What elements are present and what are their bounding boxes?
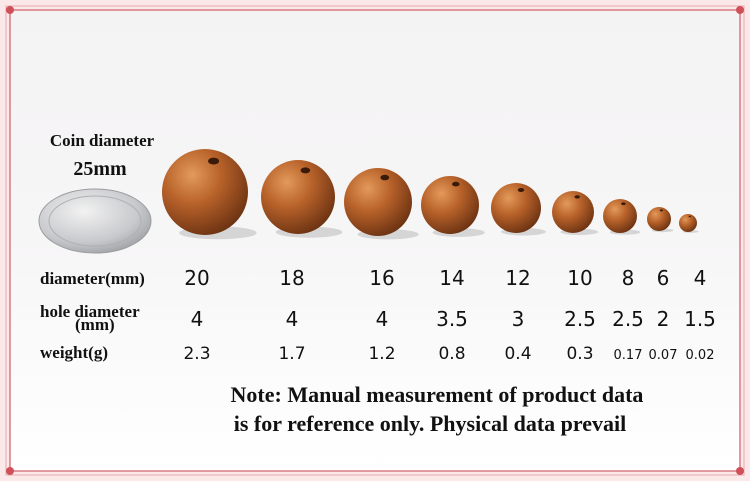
bead <box>491 183 541 233</box>
cell-value: 1.5 <box>684 307 716 331</box>
cell-value: 0.8 <box>438 344 465 364</box>
cell-value: 0.07 <box>649 348 678 363</box>
cell-value: 3 <box>512 307 525 331</box>
cell-value: 1.2 <box>368 344 395 364</box>
cell-value: 2 <box>657 307 670 331</box>
bead-hole <box>452 181 460 187</box>
bead <box>261 160 335 234</box>
bead-hole <box>380 174 390 181</box>
bead-hole <box>688 215 691 218</box>
bead <box>344 168 412 236</box>
row-label: diameter(mm) <box>40 269 145 288</box>
cell-value: 16 <box>369 266 394 290</box>
cell-value: 12 <box>505 266 530 290</box>
coin-label: Coin diameter <box>50 131 155 150</box>
cell-value: 4 <box>191 307 204 331</box>
cell-value: 0.3 <box>566 344 593 364</box>
cell-value: 4 <box>286 307 299 331</box>
cell-value: 2.3 <box>183 344 210 364</box>
bead-hole <box>208 157 220 165</box>
row-unit: (mm) <box>75 315 115 334</box>
note-line: Note: Manual measurement of product data <box>231 382 644 407</box>
cell-value: 6 <box>657 266 670 290</box>
cell-value: 0.4 <box>504 344 531 364</box>
note-line: is for reference only. Physical data pre… <box>234 411 627 436</box>
bead-hole <box>659 209 663 212</box>
cell-value: 1.7 <box>278 344 305 364</box>
bead <box>679 214 697 232</box>
coin-rim <box>48 195 142 247</box>
corner-ornaments <box>6 6 744 475</box>
row-label: hole diameter <box>40 302 140 321</box>
bead <box>647 207 671 231</box>
beads <box>162 149 699 240</box>
bead <box>552 191 594 233</box>
cell-value: 2.5 <box>612 307 644 331</box>
bead-hole <box>621 202 626 206</box>
cell-value: 20 <box>184 266 209 290</box>
bead <box>603 199 637 233</box>
cell-value: 10 <box>567 266 592 290</box>
coin <box>38 188 152 254</box>
bead-hole <box>300 167 311 174</box>
bead-hole <box>517 188 525 192</box>
cell-value: 4 <box>694 266 707 290</box>
bead <box>421 176 479 234</box>
cell-value: 3.5 <box>436 307 468 331</box>
cell-value: 18 <box>279 266 304 290</box>
cell-value: 0.02 <box>686 348 715 363</box>
cell-value: 4 <box>376 307 389 331</box>
row-label: weight(g) <box>40 343 108 362</box>
cell-value: 0.17 <box>614 348 643 363</box>
bead <box>162 149 248 235</box>
cell-value: 2.5 <box>564 307 596 331</box>
cell-value: 14 <box>439 266 464 290</box>
coin-size: 25mm <box>73 158 127 180</box>
bead-hole <box>574 195 580 199</box>
frame-outer <box>5 5 745 476</box>
cell-value: 8 <box>622 266 635 290</box>
